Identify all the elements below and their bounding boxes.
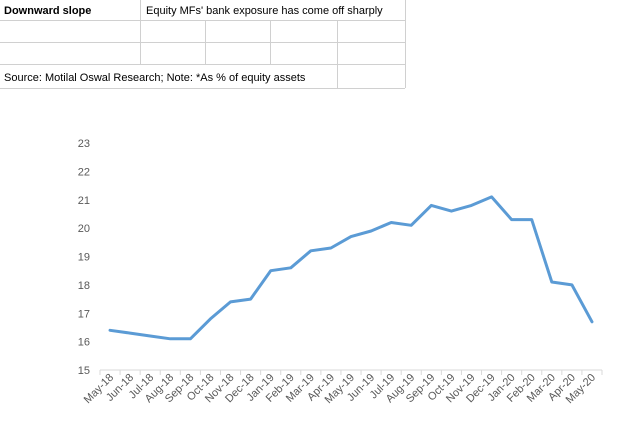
y-tick-label: 21 [78, 195, 90, 207]
header-subtitle: Equity MFs' bank exposure has come off s… [146, 5, 383, 17]
header-grid [0, 0, 406, 89]
y-tick-label: 23 [78, 138, 90, 150]
y-tick-label: 22 [78, 166, 90, 178]
y-tick-label: 17 [78, 308, 90, 320]
y-tick-label: 15 [78, 365, 90, 377]
y-tick-label: 19 [78, 252, 90, 264]
header-title: Downward slope [4, 5, 91, 17]
y-tick-label: 20 [78, 223, 90, 235]
y-tick-label: 16 [78, 337, 90, 349]
y-tick-label: 18 [78, 280, 90, 292]
line [108, 195, 594, 341]
source-note: Source: Motilal Oswal Research; Note: *A… [4, 72, 306, 84]
